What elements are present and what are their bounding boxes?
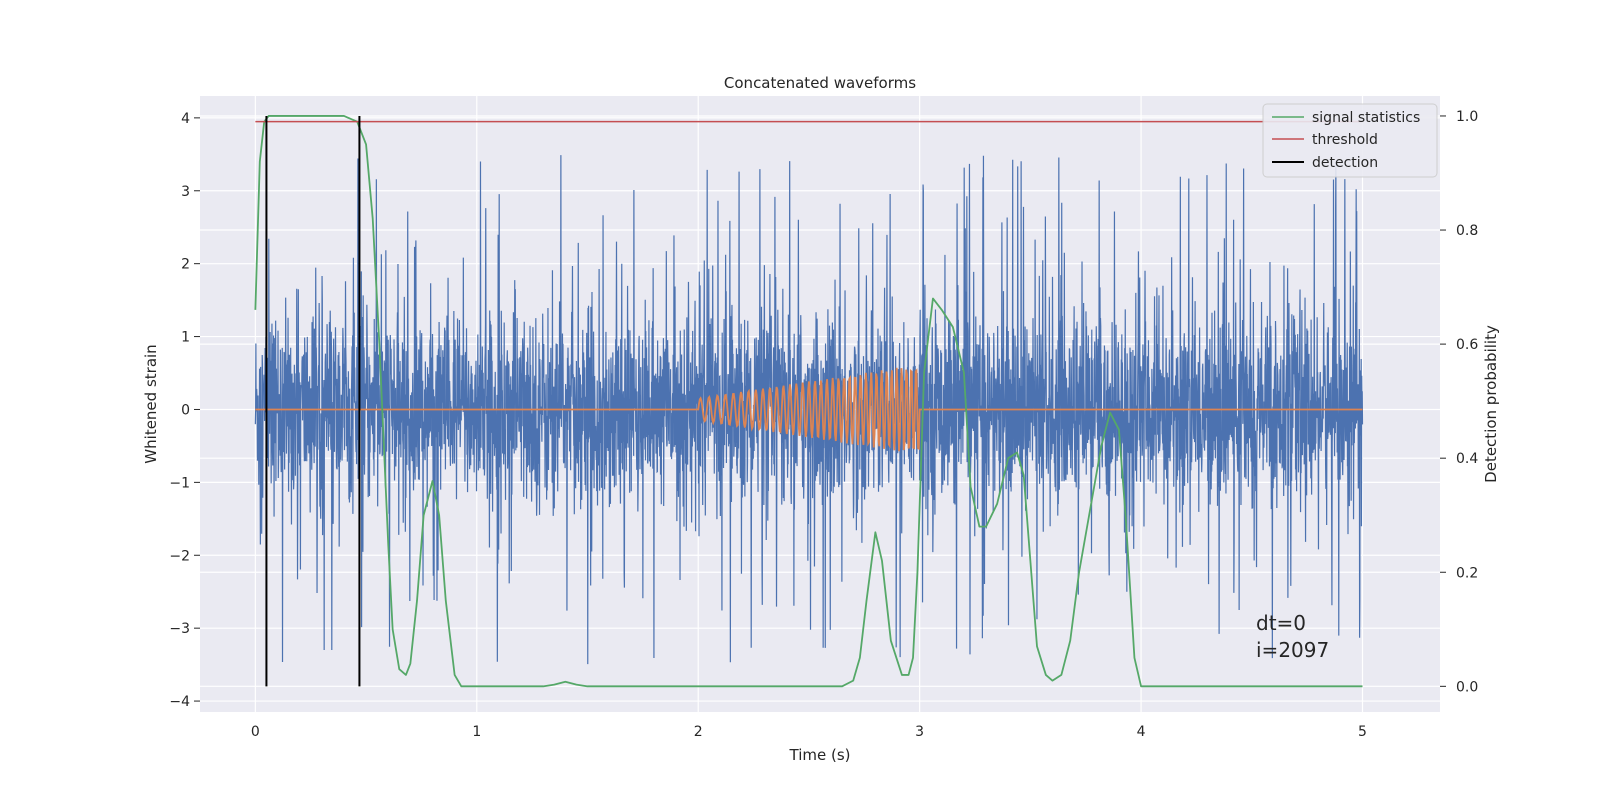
legend-label-detection: detection (1312, 155, 1378, 171)
y-left-tick-label: −3 (169, 621, 190, 637)
legend: signal statistics threshold detection (1262, 103, 1438, 178)
y-right-tick-label: 0.4 (1456, 451, 1478, 467)
x-tick-label: 3 (915, 724, 924, 740)
y-left-tick-label: 2 (181, 257, 190, 273)
legend-label-signal-statistics: signal statistics (1312, 110, 1420, 126)
right-axis-series (254, 115, 1363, 688)
y-right-tick-label: 0.6 (1456, 337, 1478, 353)
y-axis-label-right: Detection probability (1482, 325, 1500, 483)
y-right-tick-label: 1.0 (1456, 109, 1478, 125)
y-right-tick-label: 0.2 (1456, 565, 1478, 581)
chart-title: Concatenated waveforms (724, 74, 916, 92)
y-left-tick-label: 4 (181, 111, 190, 127)
y-left-tick-label: 3 (181, 184, 190, 200)
y-left-tick-label: −4 (169, 694, 190, 710)
x-tick-label: 5 (1358, 724, 1367, 740)
annotation-i: i=2097 (1256, 638, 1329, 662)
x-tick-label: 1 (472, 724, 481, 740)
legend-box (1262, 103, 1438, 178)
chirp-line (255, 367, 1363, 452)
legend-label-threshold: threshold (1312, 132, 1378, 148)
annotation-dt: dt=0 (1256, 611, 1306, 635)
ticks: 0 1 2 3 4 5 4 3 2 1 0 −1 −2 −3 −4 1.0 0.8 0.6 0.4 0.2 0.0 (169, 109, 1478, 740)
x-tick-label: 0 (251, 724, 260, 740)
signal-statistics-line (254, 115, 1363, 688)
y-right-tick-label: 0.8 (1456, 223, 1478, 239)
y-left-tick-label: 1 (181, 330, 190, 346)
x-axis-label: Time (s) (789, 746, 851, 764)
x-tick-label: 4 (1137, 724, 1146, 740)
y-left-tick-label: 0 (181, 402, 190, 418)
x-tick-label: 2 (694, 724, 703, 740)
y-left-tick-label: −1 (169, 475, 190, 491)
y-axis-label-left: Whitened strain (142, 344, 160, 463)
y-right-tick-label: 0.0 (1456, 679, 1478, 695)
strain-series (254, 155, 1364, 665)
y-left-tick-label: −2 (169, 548, 190, 564)
strain-line (254, 155, 1364, 665)
chirp-series (255, 367, 1363, 452)
